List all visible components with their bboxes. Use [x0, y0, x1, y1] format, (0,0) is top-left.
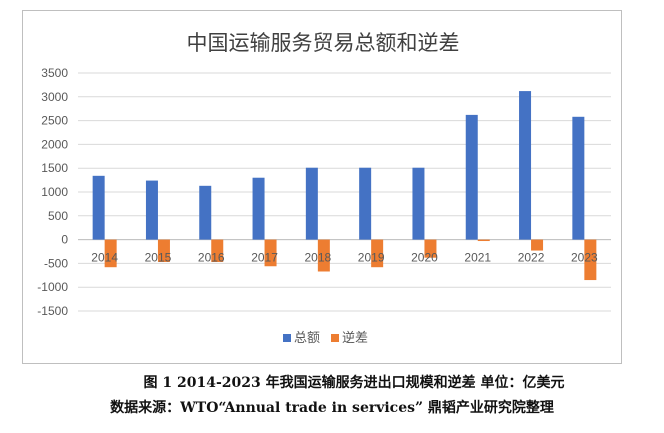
- bar-deficit: [371, 239, 384, 268]
- y-tick-label: 500: [48, 209, 68, 223]
- y-tick-label: 2500: [41, 114, 68, 128]
- legend-label: 逆差: [342, 330, 368, 346]
- x-tick-label: 2021: [464, 251, 491, 265]
- y-tick-label: 2000: [41, 137, 68, 151]
- bar-total: [572, 116, 585, 240]
- bar-total: [359, 167, 372, 240]
- x-tick-label: 2017: [251, 251, 278, 265]
- bar-deficit: [211, 239, 224, 262]
- bar-deficit: [157, 239, 170, 262]
- y-tick-label: -1000: [37, 280, 68, 294]
- bar-total: [305, 167, 318, 240]
- bar-deficit: [317, 239, 330, 272]
- bar-total: [145, 180, 158, 240]
- bar-deficit: [584, 239, 597, 281]
- legend-swatch: [331, 334, 339, 342]
- legend-swatch: [283, 334, 291, 342]
- legend-label: 总额: [294, 331, 320, 346]
- bar-total: [519, 91, 532, 240]
- bar-total: [465, 114, 478, 240]
- y-tick-label: 0: [61, 233, 68, 247]
- x-tick-label: 2019: [358, 251, 385, 265]
- source-caption: 数据来源：WTO“Annual trade in services” 鼎韬产业研…: [110, 400, 554, 416]
- y-tick-label: 3000: [41, 90, 68, 104]
- y-tick-label: -1500: [37, 304, 68, 318]
- x-tick-label: 2015: [145, 251, 172, 265]
- x-tick-label: 2023: [571, 251, 598, 265]
- x-tick-label: 2014: [91, 251, 118, 265]
- y-tick-label: 1000: [41, 185, 68, 199]
- bar-deficit: [531, 239, 544, 251]
- bar-deficit: [424, 239, 437, 258]
- x-tick-label: 2016: [198, 251, 225, 265]
- bar-total: [92, 175, 105, 240]
- chart-plot: -1500 -1000 -500 0 500 1000 1500 2000 2500 3000 35…: [37, 66, 611, 346]
- bar-deficit: [477, 239, 490, 242]
- bar-total: [199, 185, 212, 240]
- bar-deficit: [264, 239, 277, 267]
- chart-title: 中国运输服务贸易总额和逆差: [186, 31, 460, 55]
- y-tick-label: -500: [44, 256, 68, 270]
- chart-area: 中国运输服务贸易总额和逆差 -1500 -1000 -500 0 500 1000 1500…: [22, 10, 622, 364]
- bar-deficit: [104, 239, 117, 268]
- y-tick-label: 3500: [41, 66, 68, 80]
- x-tick-label: 2018: [304, 251, 331, 265]
- bar-total: [412, 167, 425, 240]
- y-tick-label: 1500: [41, 161, 68, 175]
- x-tick-label: 2020: [411, 251, 438, 265]
- figure-caption: 图 1 2014-2023 年我国运输服务进出口规模和逆差 单位：亿美元: [143, 375, 565, 391]
- x-tick-label: 2022: [518, 251, 545, 265]
- bar-total: [252, 177, 265, 240]
